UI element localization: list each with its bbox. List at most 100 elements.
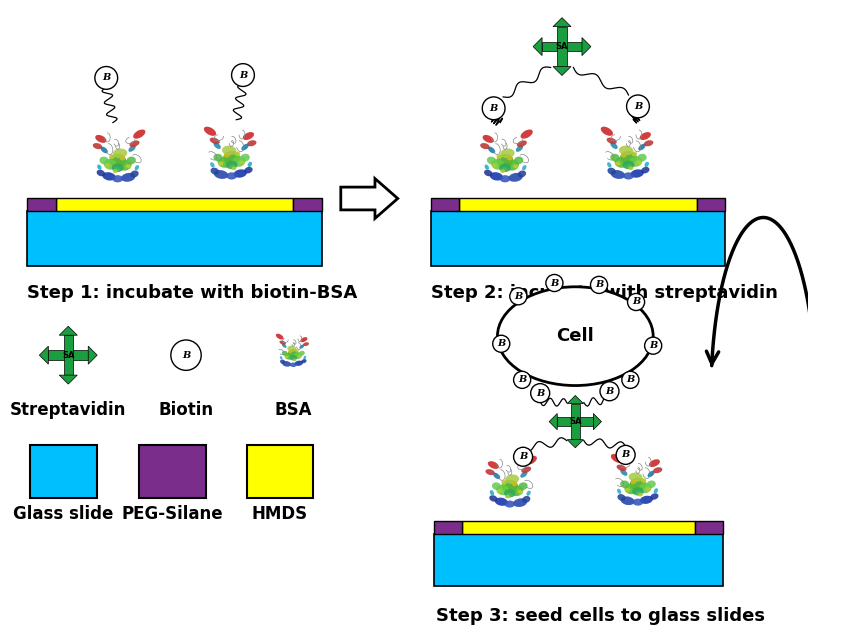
Ellipse shape [101,147,108,153]
Bar [434,521,462,534]
Ellipse shape [639,144,645,151]
Circle shape [231,63,254,87]
Ellipse shape [639,132,650,140]
Ellipse shape [512,481,518,486]
Ellipse shape [653,467,662,473]
Ellipse shape [119,160,131,171]
Ellipse shape [480,143,490,149]
Ellipse shape [617,488,622,494]
Circle shape [493,335,510,353]
Ellipse shape [620,151,637,164]
Ellipse shape [501,169,505,173]
Bar [27,199,56,211]
Ellipse shape [210,138,220,144]
Ellipse shape [645,162,649,167]
Ellipse shape [631,151,637,156]
Ellipse shape [113,169,118,173]
Ellipse shape [490,495,497,502]
Ellipse shape [121,173,136,182]
Ellipse shape [619,146,634,155]
Ellipse shape [644,140,653,146]
Bar [27,211,322,266]
Ellipse shape [204,127,216,136]
Ellipse shape [241,154,250,162]
Ellipse shape [504,489,516,497]
Ellipse shape [492,483,501,490]
Ellipse shape [234,169,246,178]
Ellipse shape [637,154,646,162]
Ellipse shape [285,353,293,360]
Circle shape [627,95,650,118]
Circle shape [545,274,563,292]
Text: B: B [649,341,657,350]
Circle shape [95,67,118,89]
Ellipse shape [493,472,501,479]
Circle shape [628,294,645,310]
Text: B: B [595,280,603,289]
Polygon shape [39,346,48,364]
Ellipse shape [113,175,123,183]
Bar [431,199,459,211]
Ellipse shape [295,349,299,353]
Ellipse shape [282,351,288,356]
Ellipse shape [499,163,511,172]
Ellipse shape [510,486,523,496]
Ellipse shape [497,287,653,385]
Ellipse shape [514,156,523,165]
Ellipse shape [299,351,305,356]
Ellipse shape [295,361,303,366]
Bar [30,445,97,497]
Ellipse shape [287,345,296,352]
Ellipse shape [126,156,136,165]
Ellipse shape [508,173,523,182]
Ellipse shape [518,171,526,178]
Ellipse shape [222,146,236,155]
Bar [64,335,73,375]
Polygon shape [567,440,584,448]
Ellipse shape [231,166,236,170]
Ellipse shape [483,135,494,143]
Text: Step 1: incubate with biotin-BSA: Step 1: incubate with biotin-BSA [27,284,357,302]
Text: B: B [239,71,247,79]
Polygon shape [582,38,591,56]
Ellipse shape [501,480,507,485]
Ellipse shape [219,162,224,165]
Text: SA: SA [569,417,582,426]
Ellipse shape [616,162,620,165]
Ellipse shape [130,171,139,178]
Ellipse shape [241,144,249,151]
Ellipse shape [214,170,228,179]
Ellipse shape [490,490,494,495]
Ellipse shape [282,361,291,367]
Ellipse shape [639,483,651,494]
Ellipse shape [303,342,309,346]
Circle shape [645,337,662,354]
Ellipse shape [628,472,643,482]
Ellipse shape [621,153,627,158]
Text: SA: SA [62,351,75,360]
Ellipse shape [294,353,302,359]
Ellipse shape [518,483,528,490]
Ellipse shape [218,157,231,168]
Ellipse shape [633,499,643,506]
Ellipse shape [492,163,497,167]
Ellipse shape [235,151,241,156]
Ellipse shape [641,167,650,174]
Circle shape [531,384,550,403]
Ellipse shape [213,154,223,162]
Ellipse shape [606,138,617,144]
Ellipse shape [518,490,523,494]
Ellipse shape [303,356,307,359]
Ellipse shape [485,469,495,475]
Ellipse shape [521,129,533,138]
Circle shape [171,340,202,370]
Ellipse shape [623,160,634,169]
Ellipse shape [102,172,116,181]
Ellipse shape [97,165,102,170]
Bar [431,211,725,266]
Ellipse shape [496,154,502,159]
Bar [697,199,725,211]
Ellipse shape [300,344,304,349]
Ellipse shape [211,168,219,174]
Ellipse shape [225,160,238,169]
